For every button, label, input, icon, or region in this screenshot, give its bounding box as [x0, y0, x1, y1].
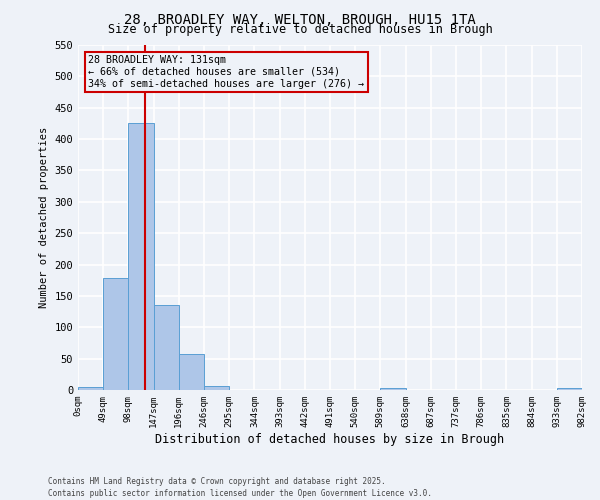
Bar — [557, 388, 582, 390]
Y-axis label: Number of detached properties: Number of detached properties — [39, 127, 49, 308]
X-axis label: Distribution of detached houses by size in Brough: Distribution of detached houses by size … — [155, 432, 505, 446]
Bar — [380, 388, 406, 390]
Bar — [78, 387, 103, 390]
Text: 28, BROADLEY WAY, WELTON, BROUGH, HU15 1TA: 28, BROADLEY WAY, WELTON, BROUGH, HU15 1… — [124, 12, 476, 26]
Bar — [128, 124, 154, 390]
Text: Contains HM Land Registry data © Crown copyright and database right 2025.
Contai: Contains HM Land Registry data © Crown c… — [48, 476, 432, 498]
Text: Size of property relative to detached houses in Brough: Size of property relative to detached ho… — [107, 22, 493, 36]
Bar — [204, 386, 229, 390]
Bar — [179, 354, 204, 390]
Bar — [154, 306, 179, 390]
Text: 28 BROADLEY WAY: 131sqm
← 66% of detached houses are smaller (534)
34% of semi-d: 28 BROADLEY WAY: 131sqm ← 66% of detache… — [88, 56, 364, 88]
Bar — [103, 278, 128, 390]
